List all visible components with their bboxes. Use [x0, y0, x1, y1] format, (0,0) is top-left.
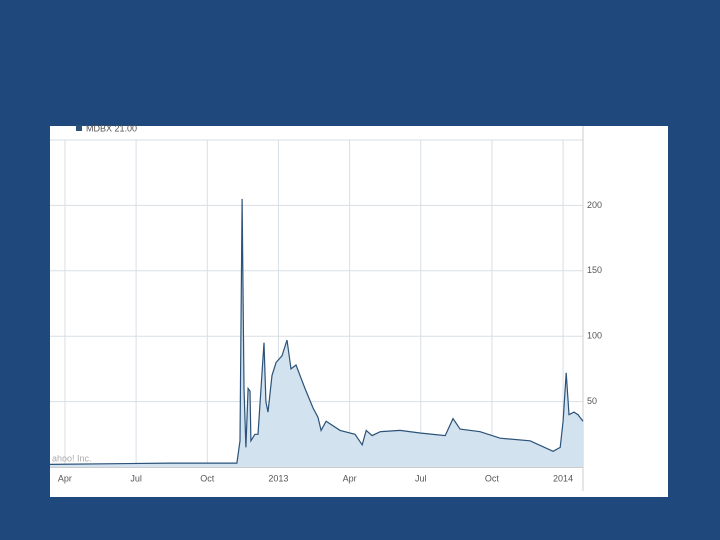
watermark: ahoo! Inc.: [52, 453, 92, 463]
y-tick-label: 50: [587, 396, 597, 406]
x-tick-label: Jul: [130, 473, 142, 483]
x-tick-label: Oct: [200, 473, 215, 483]
x-tick-label: Apr: [343, 473, 357, 483]
legend-label: MDBX 21.00: [86, 123, 137, 133]
x-tick-label: 2013: [268, 473, 288, 483]
x-tick-label: 2014: [553, 473, 573, 483]
x-tick-label: Apr: [58, 473, 72, 483]
y-tick-label: 100: [587, 331, 602, 341]
y-tick-label: 200: [587, 200, 602, 210]
x-tick-label: Jul: [415, 473, 427, 483]
legend-swatch: [76, 125, 82, 131]
line: [49, 198, 584, 465]
x-tick-label: Oct: [485, 473, 500, 483]
y-tick-label: 150: [587, 265, 602, 275]
